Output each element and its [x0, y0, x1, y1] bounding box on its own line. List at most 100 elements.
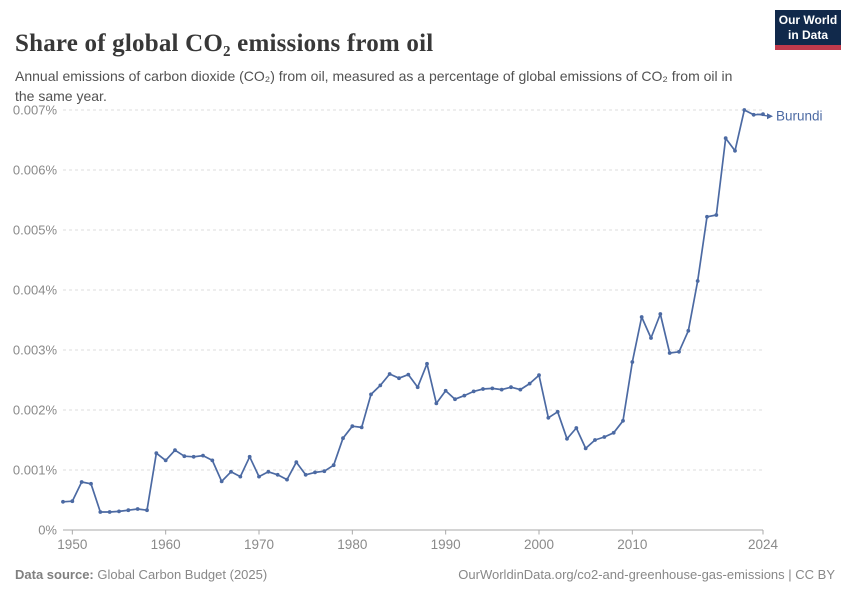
data-point — [415, 385, 420, 390]
data-point — [658, 312, 663, 316]
data-point — [565, 436, 569, 441]
data-point — [369, 392, 373, 397]
data-point — [602, 435, 607, 439]
data-point — [611, 430, 616, 435]
data-point — [70, 499, 75, 504]
data-point — [285, 477, 289, 482]
data-point — [499, 387, 504, 392]
data-point — [387, 372, 392, 376]
data-point — [107, 510, 112, 514]
data-point — [154, 451, 159, 456]
data-point — [490, 386, 495, 391]
data-point — [378, 383, 383, 388]
data-point — [145, 508, 149, 513]
x-tick-label: 1990 — [431, 537, 461, 552]
data-point — [173, 448, 177, 453]
data-point — [630, 360, 635, 364]
data-point — [210, 458, 215, 463]
data-point — [649, 336, 653, 340]
data-point — [182, 454, 187, 459]
data-point — [695, 279, 700, 283]
data-point — [266, 469, 271, 474]
data-source: Data source: Global Carbon Budget (2025) — [15, 567, 267, 582]
data-point — [686, 328, 691, 333]
data-point — [481, 387, 485, 391]
data-point — [397, 376, 401, 381]
data-point — [443, 388, 448, 393]
data-point — [229, 469, 233, 474]
y-tick-label: 0.007% — [13, 103, 58, 118]
data-point — [350, 424, 355, 429]
data-point — [583, 446, 588, 451]
x-tick-label: 2000 — [524, 537, 554, 552]
data-point — [406, 372, 411, 377]
owid-logo-line1: Our World — [778, 12, 838, 27]
data-point — [555, 409, 560, 414]
data-point — [89, 481, 93, 486]
data-point — [527, 381, 532, 386]
data-source-value: Global Carbon Budget (2025) — [93, 567, 268, 582]
data-point — [98, 510, 103, 514]
data-point — [751, 112, 756, 117]
x-tick-label: 1950 — [57, 537, 87, 552]
data-point — [135, 507, 140, 511]
data-point — [322, 469, 327, 474]
x-tick-label: 1970 — [244, 537, 274, 552]
y-tick-label: 0.002% — [13, 403, 58, 418]
data-point — [593, 438, 597, 442]
data-point — [574, 426, 579, 430]
data-point — [191, 454, 196, 459]
data-point — [163, 458, 168, 463]
data-point — [126, 508, 131, 513]
data-point — [723, 136, 728, 141]
data-point — [331, 463, 336, 468]
data-point — [341, 436, 345, 441]
data-point — [247, 454, 252, 459]
data-point — [509, 385, 513, 390]
data-point — [79, 480, 84, 484]
data-point — [714, 213, 719, 217]
data-point — [621, 418, 625, 423]
chart-subtitle: Annual emissions of carbon dioxide (CO₂)… — [15, 68, 733, 105]
owid-logo-line2: in Data — [787, 27, 828, 42]
data-point — [219, 479, 224, 484]
y-tick-label: 0% — [38, 523, 57, 538]
y-tick-label: 0.006% — [13, 163, 58, 178]
x-tick-label: 1980 — [337, 537, 367, 552]
x-tick-label: 2024 — [748, 537, 779, 552]
x-tick-label: 1960 — [151, 537, 181, 552]
chart-footer: Data source: Global Carbon Budget (2025)… — [15, 567, 835, 582]
owid-logo[interactable]: Our World in Data — [775, 10, 841, 50]
line-chart[interactable]: 0% 0.001% 0.002% 0.003% 0.004% 0.005% 0.006% 0.… — [0, 95, 850, 570]
y-tick-label: 0.003% — [13, 343, 58, 358]
data-point — [294, 460, 299, 465]
series-label-burundi[interactable]: Burundi — [776, 109, 823, 124]
y-tick-label: 0.004% — [13, 283, 58, 298]
data-point — [453, 397, 457, 402]
data-point — [313, 470, 317, 475]
data-point — [238, 474, 243, 479]
data-point — [742, 108, 747, 112]
data-point — [425, 361, 429, 366]
data-point — [257, 474, 261, 479]
data-point — [705, 214, 709, 219]
y-tick-label: 0.001% — [13, 463, 58, 478]
data-point — [518, 387, 523, 392]
page-title: Share of global CO₂ emissions from oil — [15, 29, 434, 57]
data-point — [471, 389, 476, 394]
data-point — [201, 453, 205, 458]
data-point — [537, 373, 541, 378]
data-point — [667, 351, 672, 355]
x-tick-label: 2010 — [617, 537, 647, 552]
data-point — [677, 349, 681, 354]
data-point — [359, 425, 364, 430]
credit-link[interactable]: OurWorldinData.org/co2-and-greenhouse-ga… — [458, 567, 835, 582]
data-point — [303, 472, 308, 477]
y-tick-label: 0.005% — [13, 223, 58, 238]
data-line-burundi — [62, 109, 764, 513]
data-point — [546, 415, 551, 420]
data-point — [462, 393, 467, 398]
data-source-label: Data source: — [15, 567, 94, 582]
data-point — [733, 148, 737, 153]
